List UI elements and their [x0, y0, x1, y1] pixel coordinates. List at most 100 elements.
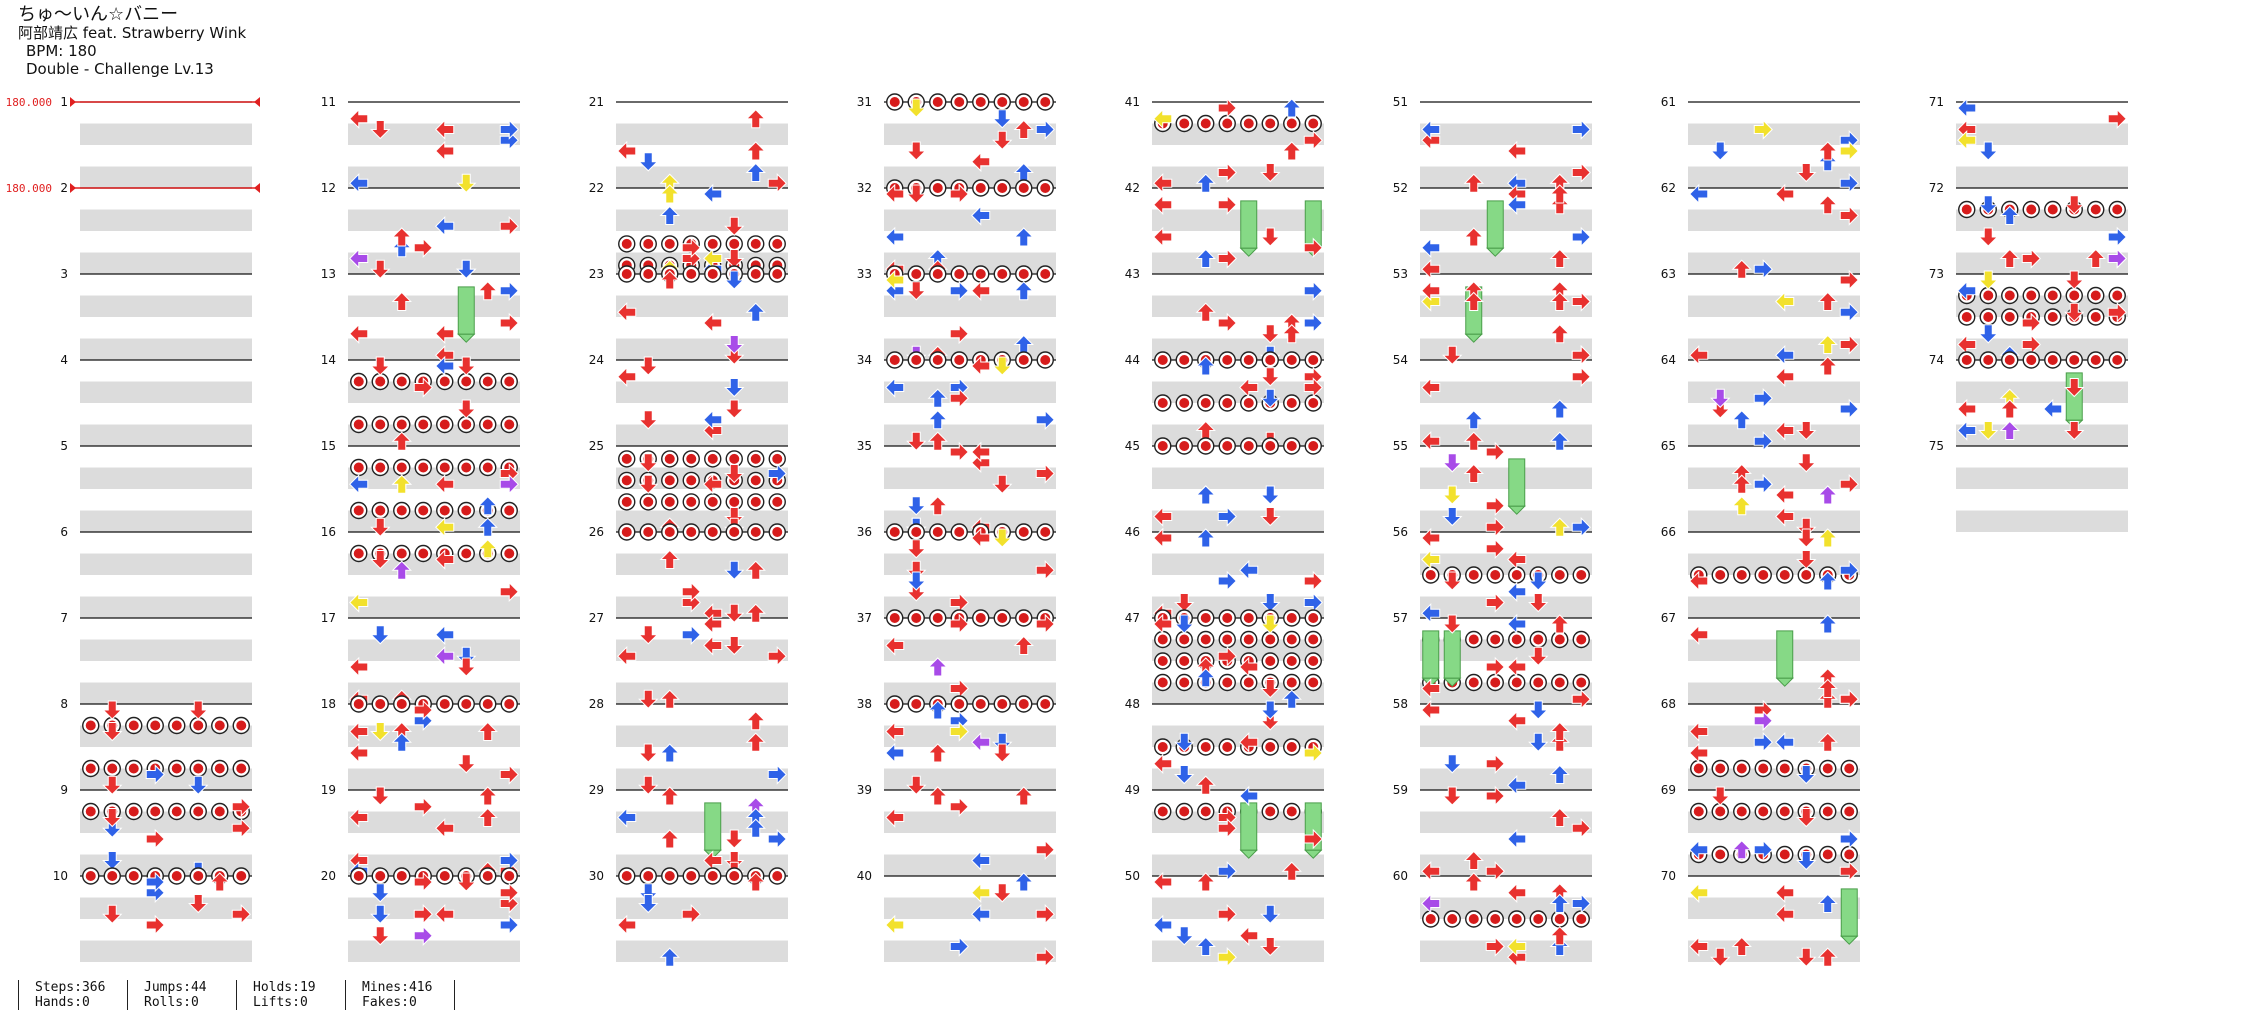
arrow-note	[1571, 119, 1591, 140]
mine-core	[772, 238, 783, 249]
beat-stripe	[1420, 811, 1592, 833]
arrow-note	[1710, 947, 1731, 967]
arrow-note	[1796, 421, 1817, 441]
mine-core	[729, 496, 740, 507]
arrow-note	[1463, 173, 1484, 193]
mine-core	[707, 496, 718, 507]
mine-core	[418, 548, 429, 559]
arrow-note	[1549, 399, 1570, 419]
arrow-note	[1035, 904, 1055, 925]
beat-stripe	[348, 295, 520, 317]
mine-core	[1157, 441, 1168, 451]
measure-number: 14	[321, 353, 336, 367]
arrow-note	[1817, 291, 1838, 311]
mine-core	[911, 355, 922, 365]
arrow-note	[370, 786, 391, 806]
arrow-note	[1839, 173, 1859, 194]
beat-stripe	[80, 596, 252, 618]
arrow-note	[971, 527, 991, 549]
arrow-note	[1442, 453, 1463, 473]
arrow-note	[992, 528, 1013, 548]
beat-stripe	[884, 381, 1056, 403]
arrow-note	[906, 431, 927, 451]
arrow-note	[1507, 549, 1527, 570]
measure-number: 73	[1929, 267, 1944, 281]
arrow-note	[188, 894, 209, 914]
arrow-note	[1195, 248, 1216, 268]
beat-stripe	[1152, 510, 1324, 532]
mine-core	[85, 806, 96, 817]
hold-end	[1239, 247, 1258, 257]
arrow-note	[992, 883, 1013, 903]
arrow-note	[1463, 227, 1484, 247]
arrow-note	[1571, 345, 1591, 366]
measure-number: 32	[857, 181, 872, 195]
mine-core	[1490, 677, 1501, 688]
arrow-note	[1689, 839, 1709, 860]
beat-stripe	[348, 682, 520, 704]
stat-rolls: Rolls:0	[144, 995, 199, 1010]
beat-stripe	[1420, 897, 1592, 919]
arrow-note	[638, 152, 659, 172]
arrow-note	[724, 829, 745, 849]
mine-core	[1758, 763, 1769, 774]
measure-number: 15	[321, 439, 336, 453]
mine-core	[1157, 398, 1168, 408]
arrow-note	[1239, 656, 1259, 678]
arrow-note	[349, 108, 369, 129]
arrow-note	[1217, 646, 1237, 667]
arrow-note	[456, 657, 477, 677]
mine-core	[418, 419, 429, 430]
beat-stripe	[616, 725, 788, 747]
mine-core	[396, 462, 407, 473]
mine-core	[236, 763, 247, 774]
arrow-note	[906, 775, 927, 795]
arrow-note	[477, 539, 498, 559]
measure-number: 47	[1125, 611, 1140, 625]
beat-stripe	[1152, 123, 1324, 145]
measure-number: 19	[321, 783, 336, 797]
mine-core	[461, 376, 472, 387]
arrow-note	[1485, 861, 1505, 882]
arrow-note	[2107, 226, 2127, 248]
arrow-note	[1195, 872, 1216, 892]
arrow-note	[906, 571, 927, 591]
measure-number: 26	[589, 525, 604, 539]
arrow-note	[971, 355, 991, 377]
arrow-note	[435, 818, 455, 839]
mine-core	[954, 355, 965, 365]
arrow-note	[102, 851, 123, 871]
arrow-note	[1839, 205, 1859, 226]
measure-number: 65	[1661, 439, 1676, 453]
arrow-note	[1195, 936, 1216, 956]
arrow-note	[927, 786, 948, 806]
arrow-note	[724, 560, 745, 580]
arrow-note	[1195, 668, 1216, 688]
arrow-note	[1442, 786, 1463, 806]
mine-core	[214, 720, 225, 731]
hold-body	[1486, 200, 1504, 249]
arrow-note	[724, 249, 745, 269]
arrow-note	[1303, 377, 1323, 398]
arrow-note	[435, 904, 455, 925]
arrow-note	[1528, 646, 1549, 666]
measure-number: 31	[857, 95, 872, 109]
arrow-note	[1796, 550, 1817, 570]
arrow-note	[370, 550, 391, 570]
mine-core	[1779, 849, 1790, 860]
arrow-note	[638, 743, 659, 763]
arrow-note	[1485, 753, 1505, 774]
mine-core	[1715, 570, 1726, 580]
arrow-note	[1689, 936, 1709, 957]
arrow-note	[1485, 592, 1505, 613]
arrow-note	[1035, 560, 1055, 581]
mine-core	[1265, 806, 1276, 817]
mine-core	[643, 871, 654, 881]
arrow-note	[1239, 925, 1259, 946]
beat-stripe	[1956, 123, 2128, 145]
arrow-note	[413, 925, 433, 946]
beat-stripe	[80, 553, 252, 575]
measure-number: 48	[1125, 697, 1140, 711]
mine-core	[621, 475, 632, 486]
arrow-note	[1153, 871, 1173, 893]
